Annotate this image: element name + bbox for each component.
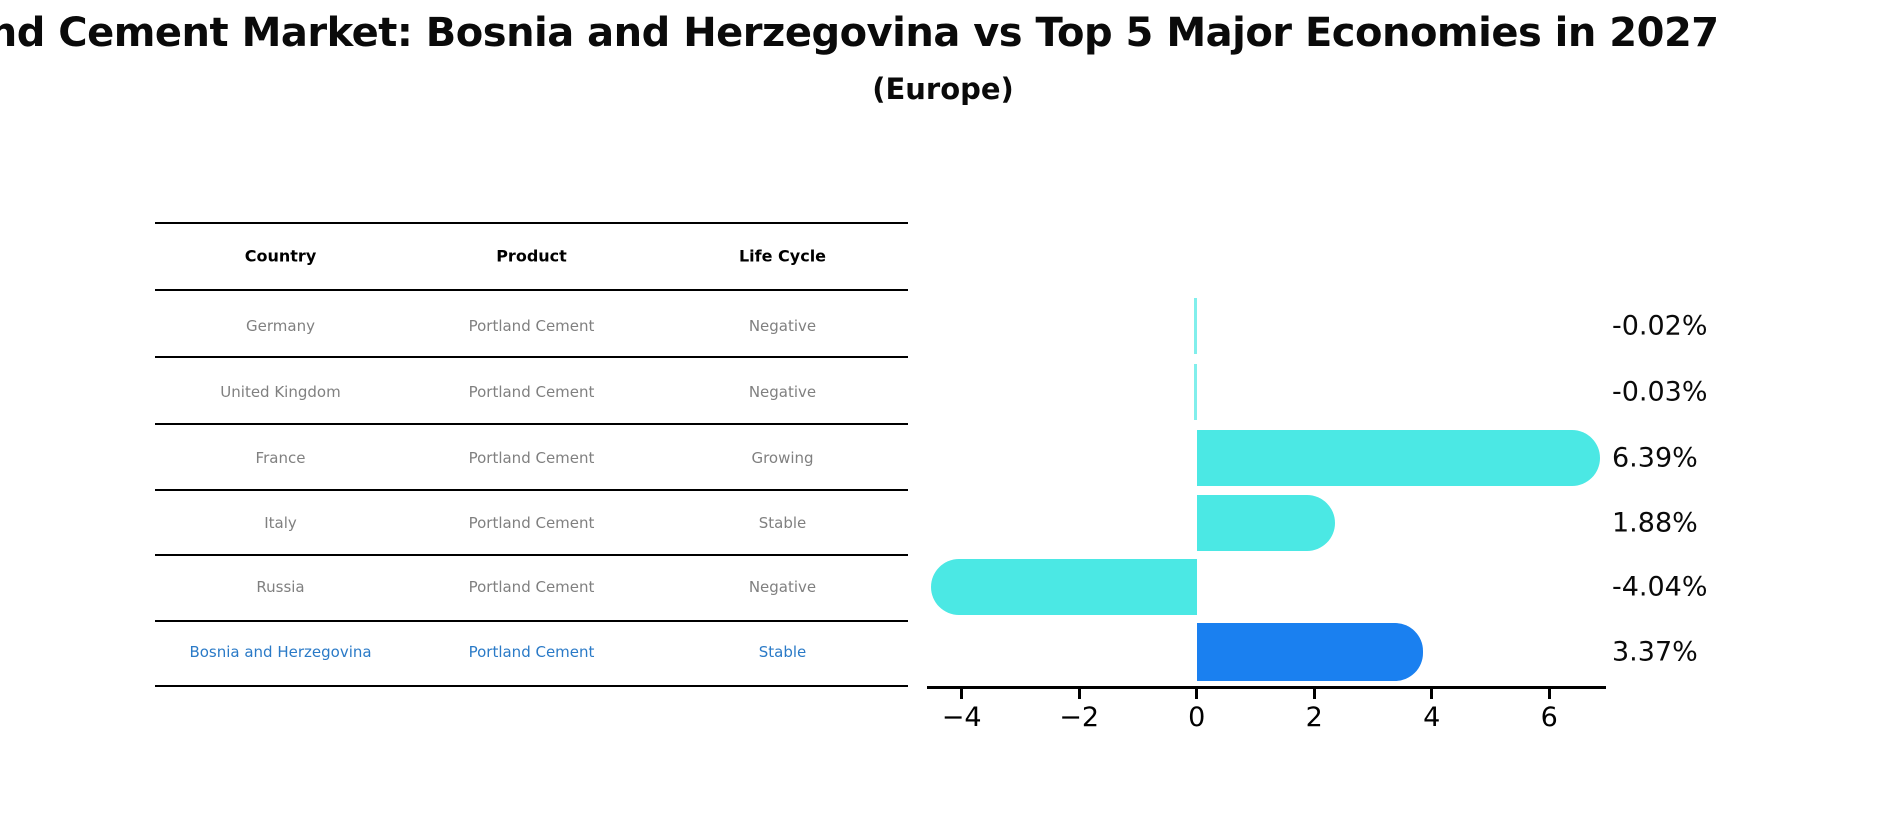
table-divider xyxy=(155,356,908,358)
table-cell-life-cycle: Negative xyxy=(748,317,817,335)
table-cell-product: Portland Cement xyxy=(468,513,595,532)
table-cell-life-cycle: Stable xyxy=(758,513,807,532)
table-divider xyxy=(155,423,908,425)
bar-germany xyxy=(1194,298,1197,354)
table-cell-country: France xyxy=(255,448,306,467)
table-divider xyxy=(155,222,908,224)
x-axis-tick xyxy=(960,689,964,699)
bar-france xyxy=(1196,429,1601,486)
x-axis-tick-label: −2 xyxy=(1059,702,1100,733)
table-divider xyxy=(155,554,908,556)
table-cell-country: United Kingdom xyxy=(220,383,341,401)
bar-value-label: 3.37% xyxy=(1612,636,1698,668)
bar-value-label: 1.88% xyxy=(1612,507,1698,538)
table-header-cell: Country xyxy=(244,246,317,265)
table-cell-product: Portland Cement xyxy=(468,317,595,335)
bar-value-label: -4.04% xyxy=(1612,571,1708,603)
x-axis-tick-label: 4 xyxy=(1423,702,1441,733)
x-axis-tick xyxy=(1195,689,1199,699)
table-cell-country: Italy xyxy=(264,513,297,532)
x-axis xyxy=(927,686,1606,689)
x-axis-tick xyxy=(1547,689,1551,699)
table-divider xyxy=(155,489,908,491)
table-header-cell: Life Cycle xyxy=(738,246,827,265)
table-cell-life-cycle: Growing xyxy=(751,448,814,467)
x-axis-tick xyxy=(1430,689,1434,699)
x-axis-tick-label: −4 xyxy=(941,702,982,733)
table-cell-country: Germany xyxy=(246,317,315,335)
table-cell-product: Portland Cement xyxy=(468,448,595,467)
x-axis-tick-label: 0 xyxy=(1188,702,1206,733)
table-header-cell: Product xyxy=(496,246,567,265)
bar-united-kingdom xyxy=(1194,364,1197,420)
bar-bosnia-and-herzegovina xyxy=(1196,623,1423,681)
x-axis-tick-label: 2 xyxy=(1305,702,1323,733)
chart-title: Portland Cement Market: Bosnia and Herze… xyxy=(0,10,1719,56)
bar-value-label: 6.39% xyxy=(1612,442,1698,473)
table-divider xyxy=(155,619,908,622)
bar-italy xyxy=(1196,494,1336,551)
chart-subtitle: (Europe) xyxy=(872,72,1014,106)
table-divider xyxy=(155,684,908,687)
table-cell-life-cycle: Stable xyxy=(758,643,807,661)
table-cell-product: Portland Cement xyxy=(468,578,595,596)
table-divider xyxy=(155,289,908,291)
table-cell-life-cycle: Negative xyxy=(748,383,817,401)
table-cell-country: Russia xyxy=(256,578,305,596)
bar-value-label: -0.02% xyxy=(1612,310,1708,342)
bar-value-label: -0.03% xyxy=(1612,376,1708,408)
x-axis-tick xyxy=(1077,689,1081,699)
x-axis-tick-label: 6 xyxy=(1540,702,1558,733)
table-cell-life-cycle: Negative xyxy=(748,578,817,596)
table-cell-country: Bosnia and Herzegovina xyxy=(189,643,372,661)
x-axis-tick xyxy=(1312,689,1316,699)
table-cell-product: Portland Cement xyxy=(468,383,595,401)
table-cell-product: Portland Cement xyxy=(468,643,595,661)
bar-russia xyxy=(931,559,1197,615)
